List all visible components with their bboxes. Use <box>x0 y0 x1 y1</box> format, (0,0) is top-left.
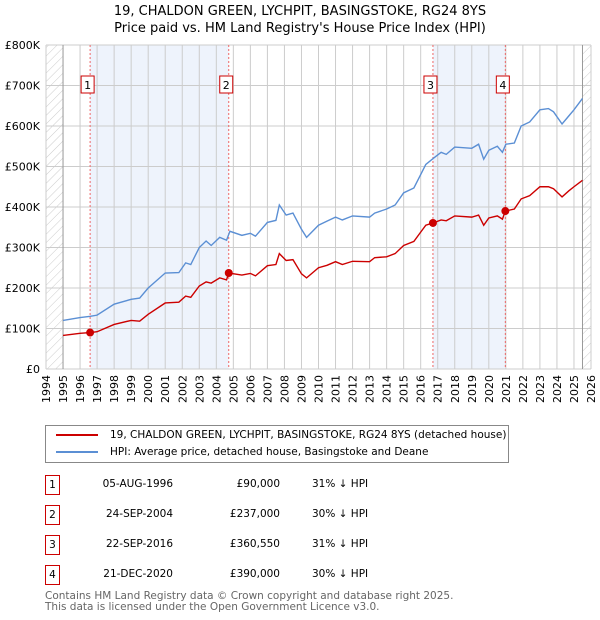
x-tick-label: 2014 <box>381 375 394 403</box>
legend-label: HPI: Average price, detached house, Basi… <box>110 446 429 458</box>
footer-licence: This data is licensed under the Open Gov… <box>45 601 380 613</box>
chart-title: 19, CHALDON GREEN, LYCHPIT, BASINGSTOKE,… <box>113 4 487 19</box>
sale-row: 1 05-AUG-1996 £90,000 31% ↓ HPI <box>45 475 445 495</box>
x-tick-label: 2017 <box>432 375 445 403</box>
chart-subtitle: Price paid vs. HM Land Registry's House … <box>114 21 486 36</box>
footer-copyright: Contains HM Land Registry data © Crown c… <box>45 590 454 602</box>
x-tick-label: 1994 <box>40 375 53 403</box>
sale-label-box <box>219 75 234 94</box>
legend-label: 19, CHALDON GREEN, LYCHPIT, BASINGSTOKE,… <box>110 429 507 441</box>
y-tick-label: £200K <box>5 282 41 295</box>
legend-swatch-red <box>56 434 98 436</box>
sale-date: 22-SEP-2016 <box>105 538 173 550</box>
legend-item-hpi: HPI: Average price, detached house, Basi… <box>56 446 428 458</box>
y-tick-label: £400K <box>5 201 41 214</box>
sale-label-box <box>423 75 438 94</box>
x-tick-label: 2019 <box>466 375 479 403</box>
y-tick-label: £0 <box>26 363 40 376</box>
x-tick-label: 2004 <box>210 375 223 403</box>
sale-number: 4 <box>45 565 60 585</box>
sale-label: 4 <box>499 79 506 92</box>
sale-hpi: 30% ↓ HPI <box>312 508 369 520</box>
y-tick-label: £500K <box>5 161 41 174</box>
sale-hpi: 31% ↓ HPI <box>312 538 369 550</box>
x-tick-label: 1996 <box>74 375 87 403</box>
x-tick-label: 1999 <box>125 375 138 403</box>
x-tick-label: 2007 <box>261 375 274 403</box>
sale-point <box>428 218 437 227</box>
sale-date: 24-SEP-2004 <box>105 508 173 520</box>
sale-point <box>86 328 95 337</box>
x-tick-label: 2009 <box>295 375 308 403</box>
legend-item-property: 19, CHALDON GREEN, LYCHPIT, BASINGSTOKE,… <box>56 429 506 441</box>
y-tick-label: £800K <box>5 39 41 52</box>
x-tick-label: 1995 <box>57 375 70 403</box>
y-tick-label: £600K <box>5 120 41 133</box>
y-tick-label: £300K <box>5 242 41 255</box>
sale-hpi: 30% ↓ HPI <box>312 568 369 580</box>
x-tick-label: 2005 <box>227 375 240 403</box>
x-tick-label: 2020 <box>483 375 496 403</box>
sale-price: £237,000 <box>229 508 280 520</box>
legend-swatch-blue <box>56 451 98 453</box>
x-tick-label: 1997 <box>91 375 104 403</box>
x-tick-label: 2025 <box>568 375 581 403</box>
sale-row: 2 24-SEP-2004 £237,000 30% ↓ HPI <box>45 505 445 525</box>
x-tick-label: 2008 <box>278 375 291 403</box>
sale-point <box>501 207 510 216</box>
sale-price: £360,550 <box>229 538 280 550</box>
chart-plot: 1994 1995 1996 1997 1998 1999 2000 2001 2002 2003… <box>5 39 598 403</box>
sale-hpi: 31% ↓ HPI <box>312 478 369 490</box>
hpi-line <box>62 98 584 322</box>
sale-number: 3 <box>45 535 60 555</box>
sale-number: 2 <box>45 505 60 525</box>
x-tick-label: 2013 <box>364 375 377 403</box>
sale-label: 3 <box>427 79 434 92</box>
x-tick-label: 2011 <box>330 375 343 403</box>
x-tick-label: 2024 <box>551 375 564 403</box>
x-tick-label: 2026 <box>585 375 598 403</box>
x-tick-label: 2018 <box>449 375 462 403</box>
x-tick-label: 2021 <box>500 375 513 403</box>
sale-row: 3 22-SEP-2016 £360,550 31% ↓ HPI <box>45 535 445 555</box>
sale-row: 4 21-DEC-2020 £390,000 30% ↓ HPI <box>45 565 445 585</box>
y-tick-label: £100K <box>5 323 41 336</box>
x-tick-label: 2003 <box>193 375 206 403</box>
x-tick-label: 2002 <box>176 375 189 403</box>
x-tick-label: 2016 <box>415 375 428 403</box>
x-tick-label: 2001 <box>159 375 172 403</box>
sale-label-box <box>80 75 95 94</box>
sale-label: 1 <box>84 79 91 92</box>
sale-price: £90,000 <box>236 478 280 490</box>
x-tick-label: 1998 <box>108 375 121 403</box>
y-tick-label: £700K <box>5 80 41 93</box>
sale-price: £390,000 <box>229 568 280 580</box>
sale-label: 2 <box>223 79 230 92</box>
x-tick-label: 2000 <box>142 375 155 403</box>
sale-date: 21-DEC-2020 <box>103 568 173 580</box>
x-tick-label: 2012 <box>347 375 360 403</box>
sale-label-box <box>495 75 510 94</box>
sale-number: 1 <box>45 475 60 495</box>
legend: 19, CHALDON GREEN, LYCHPIT, BASINGSTOKE,… <box>45 425 509 463</box>
x-tick-label: 2010 <box>313 375 326 403</box>
x-tick-label: 2023 <box>534 375 547 403</box>
x-tick-label: 2015 <box>398 375 411 403</box>
x-tick-label: 2022 <box>517 375 530 403</box>
sale-date: 05-AUG-1996 <box>102 478 173 490</box>
x-tick-label: 2006 <box>244 375 257 403</box>
sale-point <box>224 269 233 278</box>
